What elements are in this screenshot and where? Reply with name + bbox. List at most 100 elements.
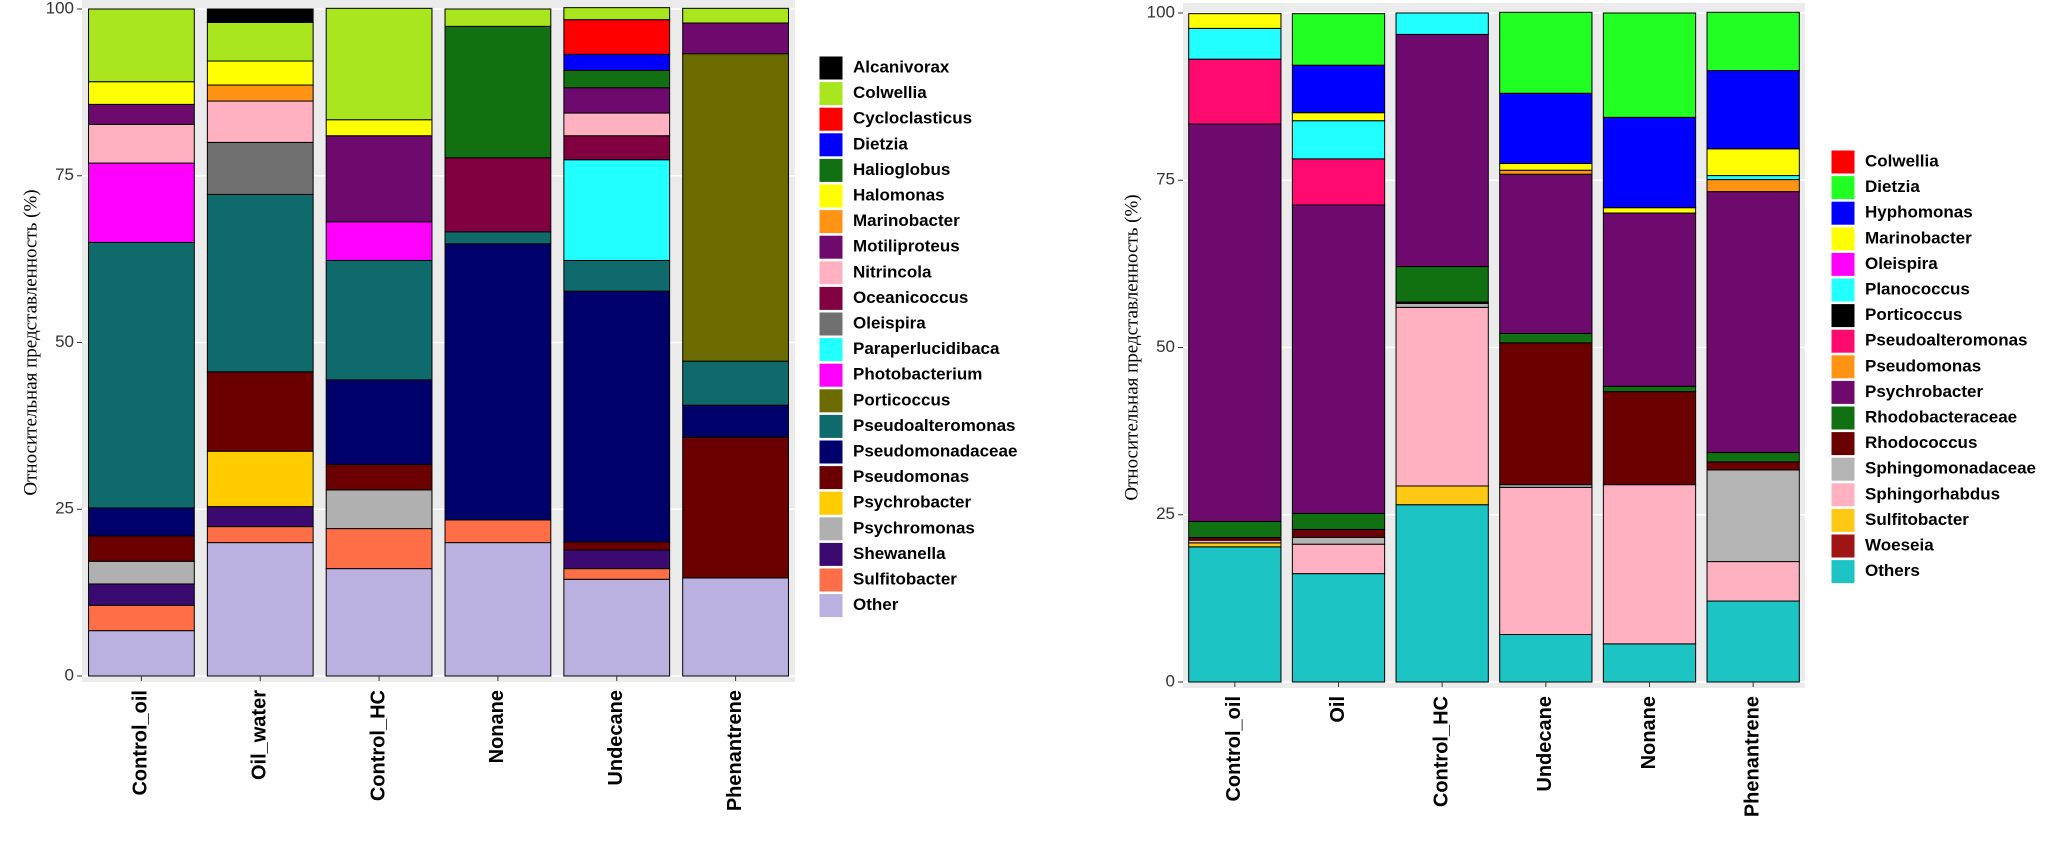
legend-label: Pseudomonas bbox=[1865, 356, 1981, 375]
bar-segment bbox=[1395, 12, 1489, 35]
bar-segment bbox=[325, 568, 433, 677]
bar-segment bbox=[444, 25, 552, 159]
bar-segment bbox=[1706, 469, 1800, 563]
bar-segment bbox=[88, 630, 195, 677]
legend-key bbox=[818, 157, 844, 183]
bar-segment bbox=[1395, 302, 1489, 308]
bar-segment bbox=[1291, 13, 1386, 66]
bar-segment bbox=[1291, 112, 1386, 122]
legend-label: Photobacterium bbox=[853, 365, 982, 384]
legend-label: Planococcus bbox=[1865, 279, 1970, 298]
legend-key bbox=[1830, 200, 1856, 226]
legend-key bbox=[818, 413, 844, 439]
legend-key bbox=[818, 567, 844, 593]
bar-segment bbox=[88, 560, 195, 585]
bar-segment bbox=[1291, 120, 1386, 160]
bar-segment bbox=[325, 221, 433, 261]
y-axis-label: Относительная представленность (%) bbox=[1121, 194, 1142, 500]
x-tick-label: Phenantrene bbox=[724, 690, 746, 811]
legend-label: Pseudoalteromonas bbox=[1865, 331, 2028, 350]
bar-segment bbox=[563, 112, 671, 137]
bar-segment bbox=[563, 259, 671, 292]
bar-segment bbox=[1499, 11, 1593, 94]
bar-segment bbox=[682, 404, 789, 438]
bar-segment bbox=[563, 290, 671, 543]
legend-label: Rhodococcus bbox=[1865, 433, 1977, 452]
legend-key bbox=[1830, 559, 1856, 585]
bar-segment bbox=[1706, 452, 1800, 463]
bar-segment bbox=[1188, 13, 1282, 29]
legend-key bbox=[818, 106, 844, 132]
bar-segment bbox=[206, 100, 314, 143]
bar-segment bbox=[1499, 92, 1593, 165]
legend-label: Sulfitobacter bbox=[1865, 510, 1969, 529]
bar-segment bbox=[682, 7, 789, 24]
legend-label: Other bbox=[853, 595, 899, 614]
bar-segment bbox=[1706, 600, 1800, 683]
bar-segment bbox=[1499, 342, 1593, 486]
legend-label: Rhodobacteraceae bbox=[1865, 407, 2017, 426]
bar-segment bbox=[1291, 528, 1386, 538]
legend-label: Woeseia bbox=[1865, 535, 1934, 554]
bar-segment bbox=[1602, 643, 1697, 683]
bar-segment bbox=[88, 583, 195, 606]
plot-background bbox=[1183, 3, 1805, 688]
bar-segment bbox=[682, 360, 789, 406]
plot-background bbox=[82, 0, 795, 682]
legend-key bbox=[1830, 379, 1856, 405]
legend-key bbox=[818, 593, 844, 619]
legend-key bbox=[818, 388, 844, 414]
legend-key bbox=[1830, 533, 1856, 559]
y-tick-label: 25 bbox=[55, 499, 74, 518]
legend-key bbox=[818, 132, 844, 158]
x-tick-label: Undecane bbox=[605, 690, 627, 786]
y-tick-label: 75 bbox=[55, 165, 74, 184]
bar-segment bbox=[325, 528, 433, 570]
bar-segment bbox=[1602, 12, 1697, 118]
bar-segment bbox=[1706, 179, 1800, 193]
bar-segment bbox=[1188, 27, 1282, 60]
x-tick-label: Oil_water bbox=[249, 690, 271, 780]
legend-label: Porticoccus bbox=[853, 390, 950, 409]
y-tick-label: 50 bbox=[55, 332, 74, 351]
legend-key bbox=[1830, 507, 1856, 533]
bar-segment bbox=[563, 578, 671, 677]
legend-label: Alcanivorax bbox=[853, 57, 950, 76]
bar-segment bbox=[88, 81, 195, 105]
legend-key bbox=[818, 209, 844, 235]
bar-segment bbox=[206, 21, 314, 62]
y-tick-label: 75 bbox=[1156, 170, 1175, 189]
bar-segment bbox=[88, 103, 195, 125]
legend-key bbox=[1830, 328, 1856, 354]
bar-segment bbox=[682, 436, 789, 579]
bar-segment bbox=[1602, 116, 1697, 209]
y-tick-label: 0 bbox=[65, 665, 74, 684]
bar-segment bbox=[682, 22, 789, 55]
legend-label: Pseudomonadaceae bbox=[853, 441, 1017, 460]
legend-label: Colwellia bbox=[853, 83, 927, 102]
bar-segment bbox=[88, 123, 195, 164]
bar-segment bbox=[563, 19, 671, 55]
legend-key bbox=[1830, 175, 1856, 201]
bar-segment bbox=[88, 162, 195, 243]
bar-segment bbox=[1291, 512, 1386, 530]
bar-segment bbox=[1499, 486, 1593, 636]
legend-key bbox=[818, 311, 844, 337]
bar-segment bbox=[563, 7, 671, 21]
legend-key bbox=[818, 183, 844, 209]
legend-label: Pseudoalteromonas bbox=[853, 416, 1016, 435]
bar-segment bbox=[325, 259, 433, 381]
bar-segment bbox=[206, 141, 314, 195]
bar-segment bbox=[1706, 148, 1800, 177]
bar-segment bbox=[88, 241, 195, 509]
bar-segment bbox=[1602, 391, 1697, 486]
bar-segment bbox=[1706, 461, 1800, 471]
legend-key bbox=[818, 55, 844, 81]
bar-segment bbox=[563, 159, 671, 261]
bar-segment bbox=[206, 60, 314, 86]
bar-segment bbox=[206, 542, 314, 677]
bar-segment bbox=[206, 450, 314, 508]
legend-label: Sphingorhabdus bbox=[1865, 484, 2000, 503]
bar-segment bbox=[1395, 485, 1489, 506]
bar-segment bbox=[325, 119, 433, 137]
